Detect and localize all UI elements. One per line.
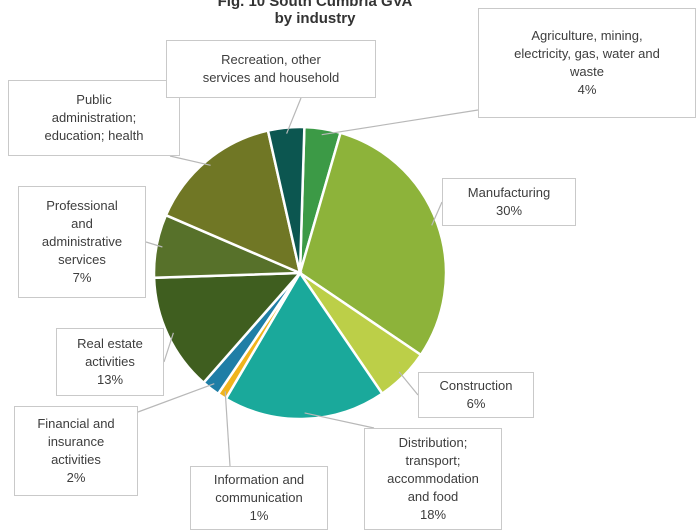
leader-line-3 bbox=[304, 412, 375, 429]
callout-public-admin: Public administration; education; health bbox=[8, 80, 180, 156]
callout-professional-label: Professional and administrative services bbox=[41, 198, 123, 267]
chart-title: Fig. 10 South Cumbria GVA bbox=[217, 0, 413, 10]
callout-manufacturing-value: 30% bbox=[495, 203, 523, 218]
callout-real-estate: Real estate activities 13% bbox=[56, 328, 164, 396]
leader-line-4 bbox=[224, 391, 231, 467]
callout-recreation: Recreation, other services and household bbox=[166, 40, 376, 98]
callout-financial-label: Financial and insurance activities bbox=[37, 416, 115, 467]
leader-line-0 bbox=[321, 109, 479, 136]
leader-line-8 bbox=[169, 155, 211, 166]
callout-distribution: Distribution; transport; accommodation a… bbox=[364, 428, 502, 530]
callout-financial-value: 2% bbox=[66, 470, 86, 485]
pie-slice-6 bbox=[152, 271, 303, 385]
callout-construction: Construction 6% bbox=[418, 372, 534, 418]
pie-slice-3 bbox=[224, 270, 384, 421]
callout-construction-label: Construction bbox=[439, 378, 513, 393]
callout-professional-value: 7% bbox=[72, 270, 92, 285]
callout-agriculture: Agriculture, mining, electricity, gas, w… bbox=[478, 8, 696, 118]
callout-distribution-label: Distribution; transport; accommodation a… bbox=[387, 435, 479, 504]
callout-recreation-label: Recreation, other services and household bbox=[202, 52, 340, 85]
callout-manufacturing-label: Manufacturing bbox=[467, 185, 551, 200]
leader-line-1 bbox=[431, 201, 443, 226]
callout-information-value: 1% bbox=[249, 508, 269, 523]
chart-subtitle: by industry bbox=[274, 10, 356, 27]
leader-line-7 bbox=[145, 241, 163, 248]
pie-slice-8 bbox=[164, 129, 302, 276]
callout-agriculture-value: 4% bbox=[577, 82, 597, 97]
callout-information-label: Information and communication bbox=[213, 472, 305, 505]
leader-line-6 bbox=[163, 332, 174, 363]
callout-public-admin-label: Public administration; education; health bbox=[44, 92, 144, 143]
callout-construction-value: 6% bbox=[466, 396, 486, 411]
callout-manufacturing: Manufacturing 30% bbox=[442, 178, 576, 226]
callout-agriculture-label: Agriculture, mining, electricity, gas, w… bbox=[514, 28, 660, 79]
callout-real-estate-value: 13% bbox=[96, 372, 124, 387]
leader-line-2 bbox=[398, 371, 419, 396]
callout-professional: Professional and administrative services… bbox=[18, 186, 146, 298]
callout-financial: Financial and insurance activities 2% bbox=[14, 406, 138, 496]
leader-line-5 bbox=[137, 383, 215, 413]
leader-line-9 bbox=[286, 97, 302, 134]
callout-distribution-value: 18% bbox=[419, 507, 447, 522]
callout-information: Information and communication 1% bbox=[190, 466, 328, 530]
pie-slice-9 bbox=[266, 125, 306, 274]
pie-slice-1 bbox=[298, 131, 448, 357]
callout-real-estate-label: Real estate activities bbox=[77, 336, 143, 369]
